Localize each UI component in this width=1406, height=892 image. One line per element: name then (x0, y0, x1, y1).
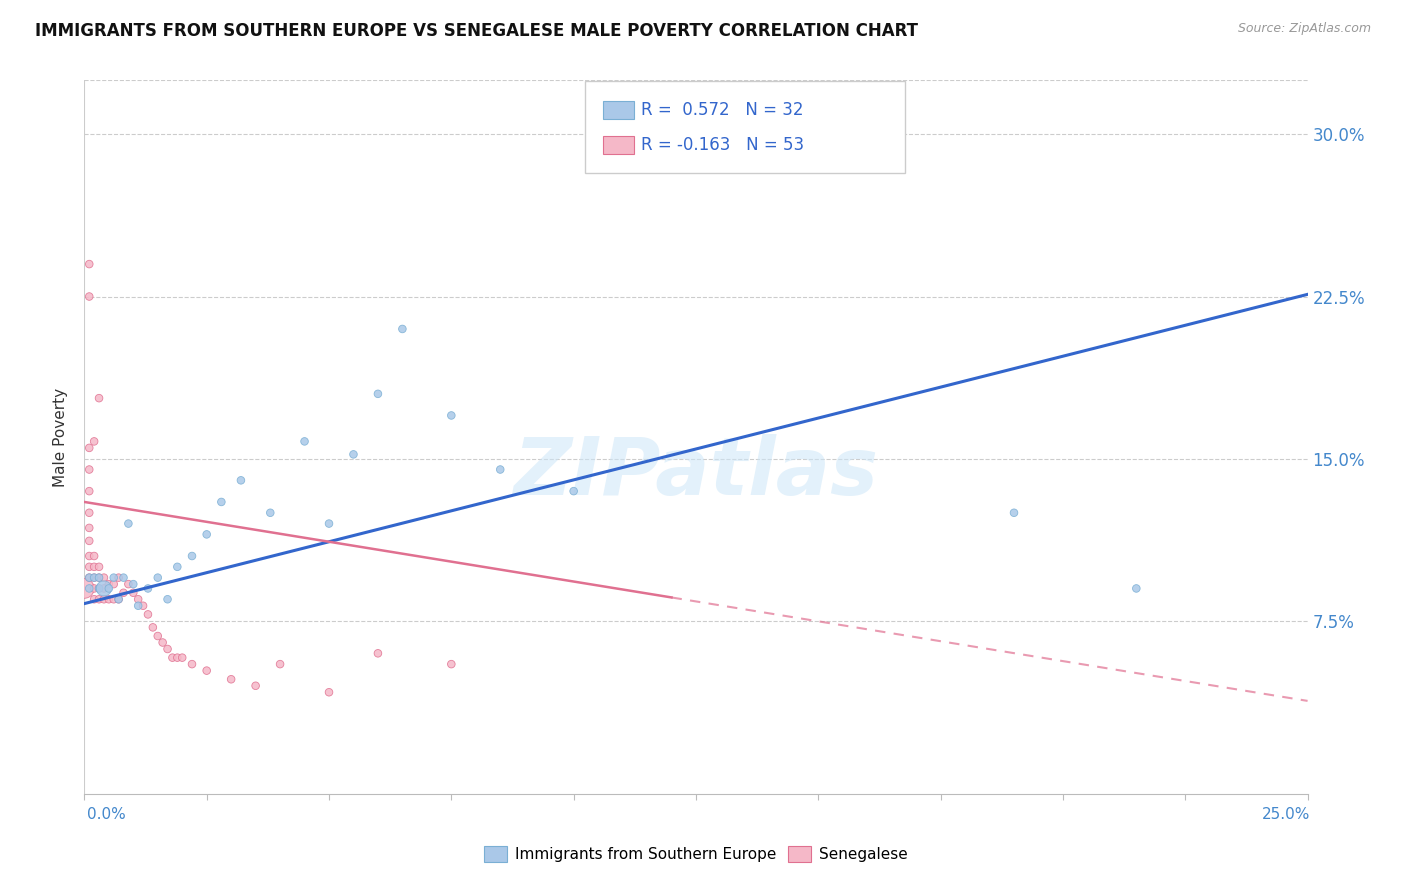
Point (181, 549, 204, 563)
Point (93, 592, 115, 607)
Point (87, 559, 110, 574)
Point (87, 571, 110, 585)
Text: R =  0.572   N = 32: R = 0.572 N = 32 (641, 101, 804, 119)
Point (136, 607, 159, 622)
Point (77, 289, 100, 303)
Point (146, 629, 169, 643)
Point (166, 559, 188, 574)
Point (391, 322, 413, 336)
Point (83, 549, 105, 563)
Point (87, 582, 110, 596)
Point (562, 484, 585, 499)
Point (195, 664, 218, 678)
Point (1002, 506, 1025, 520)
Point (259, 506, 281, 520)
Point (87, 391, 110, 405)
Point (103, 571, 125, 585)
Point (219, 673, 242, 687)
Point (77, 571, 100, 585)
Point (195, 527, 218, 541)
Point (112, 571, 135, 585)
Point (83, 592, 105, 607)
Point (112, 586, 135, 600)
Point (142, 620, 165, 634)
Point (229, 473, 252, 487)
Text: 0.0%: 0.0% (87, 807, 127, 822)
Point (77, 506, 100, 520)
Point (77, 257, 100, 271)
Point (83, 434, 105, 449)
Point (294, 434, 316, 449)
Point (318, 516, 340, 531)
Point (93, 582, 115, 596)
Point (77, 582, 100, 596)
Point (83, 571, 105, 585)
Point (181, 657, 204, 672)
Point (117, 577, 139, 591)
Point (107, 592, 129, 607)
Text: 25.0%: 25.0% (1263, 807, 1310, 822)
Point (122, 586, 145, 600)
Point (440, 409, 463, 423)
Text: Source: ZipAtlas.com: Source: ZipAtlas.com (1237, 22, 1371, 36)
Point (156, 592, 179, 607)
Point (318, 685, 340, 699)
Point (127, 599, 149, 613)
Point (103, 577, 125, 591)
Point (107, 571, 129, 585)
Point (87, 571, 110, 585)
Point (97, 577, 120, 591)
Y-axis label: Male Poverty: Male Poverty (53, 387, 69, 487)
Point (83, 582, 105, 596)
Point (162, 650, 184, 665)
Point (122, 577, 145, 591)
Point (146, 571, 169, 585)
Point (77, 571, 100, 585)
Text: ZIPatlas: ZIPatlas (513, 434, 879, 512)
Point (83, 571, 105, 585)
Point (77, 462, 100, 476)
Legend: Immigrants from Southern Europe, Senegalese: Immigrants from Southern Europe, Senegal… (478, 839, 914, 868)
Point (77, 533, 100, 548)
Point (77, 521, 100, 535)
Point (132, 599, 155, 613)
Point (127, 592, 149, 607)
Point (1125, 582, 1147, 596)
Point (367, 646, 389, 660)
Point (77, 484, 100, 499)
Point (367, 387, 389, 401)
Point (97, 592, 120, 607)
Point (209, 495, 232, 509)
Point (87, 592, 110, 607)
Point (166, 650, 188, 665)
Point (93, 582, 115, 596)
Point (93, 571, 115, 585)
Point (77, 441, 100, 455)
Point (152, 635, 174, 649)
Point (87, 582, 110, 596)
Text: R = -0.163   N = 53: R = -0.163 N = 53 (641, 136, 804, 154)
Point (245, 679, 267, 693)
Point (440, 657, 463, 672)
Point (97, 582, 120, 596)
Point (117, 516, 139, 531)
Point (77, 559, 100, 574)
Point (136, 582, 159, 596)
Point (107, 592, 129, 607)
Point (103, 592, 125, 607)
Point (489, 462, 512, 476)
Point (172, 650, 194, 665)
Point (83, 559, 105, 574)
Point (342, 447, 364, 461)
Text: IMMIGRANTS FROM SOUTHERN EUROPE VS SENEGALESE MALE POVERTY CORRELATION CHART: IMMIGRANTS FROM SOUTHERN EUROPE VS SENEG… (35, 22, 918, 40)
Point (156, 642, 179, 657)
Point (73, 582, 96, 596)
Point (77, 549, 100, 563)
Point (269, 657, 291, 672)
